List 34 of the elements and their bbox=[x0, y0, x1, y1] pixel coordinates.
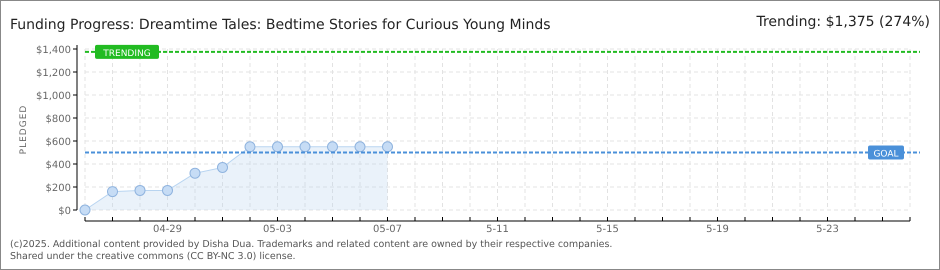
y-tick-label: $800 bbox=[46, 114, 71, 125]
point bbox=[327, 141, 338, 152]
y-tick-label: $0 bbox=[58, 206, 71, 217]
chart-title: Funding Progress: Dreamtime Tales: Bedtime Stories for Curious Young Minds bbox=[10, 17, 551, 33]
point bbox=[107, 186, 118, 198]
point bbox=[354, 141, 366, 152]
point bbox=[382, 141, 393, 152]
point bbox=[190, 168, 200, 179]
chart-subtitle: Trending: $1,375 (274%) bbox=[755, 14, 930, 30]
x-tick-label: 05-03 bbox=[262, 224, 292, 235]
y-tick-label: $400 bbox=[46, 160, 71, 171]
point bbox=[300, 141, 310, 152]
y-tick-label: $1,000 bbox=[36, 91, 71, 102]
point bbox=[244, 141, 256, 152]
x-tick-label: 5-15 bbox=[596, 224, 619, 235]
y-tick-label: $1,400 bbox=[36, 45, 71, 56]
y-tick-label: $600 bbox=[46, 137, 71, 148]
x-tick-label: 5-19 bbox=[706, 224, 729, 235]
y-tick-label: $200 bbox=[46, 183, 71, 194]
x-tick-label: 5-11 bbox=[486, 224, 509, 235]
point bbox=[134, 184, 146, 196]
point bbox=[217, 162, 228, 173]
point bbox=[162, 184, 173, 196]
text: Shared under the creative commons (CC BY-NC 3.0) license. bbox=[10, 251, 296, 262]
y-tick-label: $1,200 bbox=[36, 68, 71, 79]
point bbox=[80, 204, 90, 216]
point bbox=[272, 141, 283, 152]
ref-line-label: GOAL bbox=[873, 150, 899, 160]
ref-line-label: TRENDING bbox=[102, 48, 151, 59]
x-tick-label: 5-23 bbox=[816, 224, 839, 235]
x-tick-label: 05-07 bbox=[372, 224, 402, 235]
x-tick-label: 04-29 bbox=[152, 224, 182, 235]
text: (c)2025. Additional content provided by Disha Dua. Trademarks and related content are owned by their respective companies. bbox=[10, 239, 612, 250]
y-axis-title: PLEDGED bbox=[19, 104, 29, 154]
